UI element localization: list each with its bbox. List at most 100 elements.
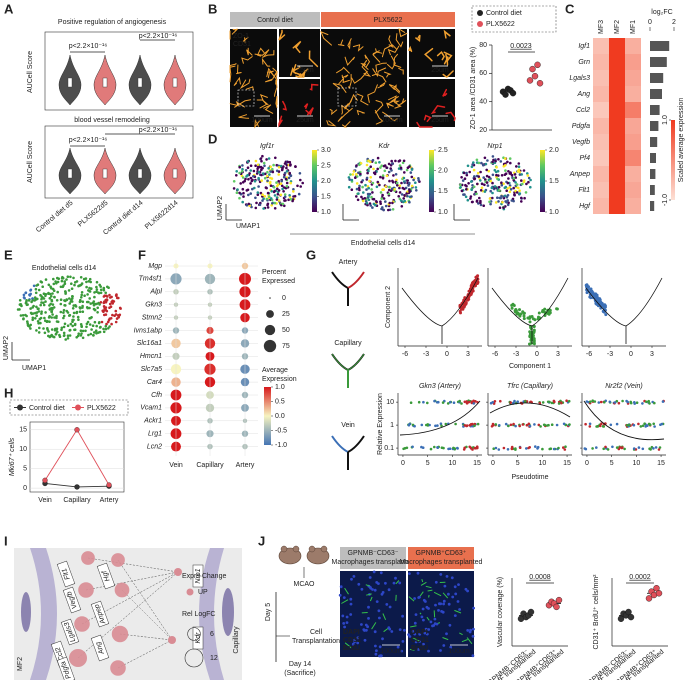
cell	[520, 196, 523, 200]
gene-label: Kdr	[379, 143, 391, 150]
cell	[354, 176, 357, 179]
cell	[530, 315, 534, 318]
label-box	[90, 634, 110, 662]
cell	[384, 200, 387, 203]
cell	[545, 424, 549, 427]
cell	[484, 178, 487, 181]
cell	[289, 174, 293, 177]
cell	[113, 314, 116, 318]
tick-label: 2.0	[321, 178, 331, 185]
heat-cell	[625, 38, 641, 54]
cell	[255, 201, 258, 205]
nucleus	[357, 582, 361, 586]
cell	[367, 198, 371, 202]
gene-label: Nrp1	[487, 143, 502, 150]
cell	[526, 172, 529, 175]
cell	[479, 203, 483, 207]
gene-label: Stmn2	[142, 314, 162, 321]
nucleus	[368, 576, 372, 579]
cell	[273, 194, 277, 197]
vessel	[246, 85, 254, 91]
cell	[381, 193, 384, 197]
nucleus	[418, 632, 422, 636]
cell	[64, 299, 67, 303]
x-tick-label: -3	[607, 351, 613, 358]
cell	[491, 173, 495, 177]
cell	[364, 183, 367, 187]
cell	[391, 180, 395, 184]
plot-frame	[44, 125, 194, 199]
cell	[415, 189, 418, 192]
scale-bar: 100um	[448, 648, 470, 655]
cell	[372, 167, 375, 171]
cell	[548, 400, 551, 404]
vessel	[395, 580, 400, 585]
heat-cell	[593, 150, 609, 166]
cell	[565, 399, 568, 403]
tick-label: 2.5	[321, 162, 331, 169]
cell	[491, 422, 495, 426]
cell	[465, 424, 469, 427]
cell	[471, 163, 474, 166]
label-box	[96, 562, 116, 590]
cell	[357, 171, 360, 175]
vessel	[344, 587, 349, 595]
cell	[439, 422, 443, 426]
cell	[506, 199, 510, 202]
trajectory	[585, 277, 663, 344]
nucleus	[378, 645, 382, 649]
cell	[381, 206, 384, 209]
nucleus	[434, 603, 437, 607]
cell	[245, 204, 249, 207]
cell	[74, 305, 78, 308]
cell	[476, 182, 479, 186]
legend-title: Percent	[262, 269, 286, 276]
gene-label: Pf4	[579, 155, 590, 162]
cell	[107, 286, 110, 290]
cell	[260, 179, 264, 182]
tick-label: 0	[648, 19, 652, 26]
cell	[86, 320, 90, 324]
cell	[375, 200, 379, 204]
cell	[555, 423, 559, 427]
cell	[270, 190, 274, 193]
cell	[632, 423, 636, 427]
cell	[40, 312, 43, 315]
cell	[368, 192, 372, 196]
gene-label: Ccl2	[576, 107, 590, 114]
vessel	[442, 88, 448, 97]
cell	[250, 205, 253, 209]
cell	[525, 447, 528, 450]
dot	[527, 608, 535, 616]
tick-label: 1.0	[438, 209, 448, 216]
heat-cell	[625, 182, 641, 198]
cell	[275, 169, 279, 173]
cell	[51, 303, 55, 306]
cell	[68, 334, 72, 337]
cell	[560, 401, 563, 405]
cell	[102, 310, 105, 314]
nucleus	[375, 600, 379, 603]
vessel	[282, 100, 288, 111]
vessel	[246, 47, 253, 56]
nucleus	[367, 617, 370, 620]
channel-label: CD31	[343, 637, 361, 644]
nucleus	[387, 588, 391, 592]
nucleus	[420, 615, 424, 619]
cell	[358, 184, 361, 188]
cell	[468, 170, 472, 174]
cell	[238, 196, 241, 200]
header-label: Macrophages transplanted	[400, 559, 483, 566]
cell	[493, 168, 497, 172]
cell	[249, 192, 252, 195]
mouse-ear	[320, 545, 328, 553]
cell	[380, 197, 384, 200]
cell	[268, 182, 272, 185]
cell	[548, 311, 552, 315]
cell	[412, 178, 415, 182]
cell	[65, 309, 69, 313]
legend-dot	[187, 627, 201, 641]
vessel	[381, 44, 398, 58]
cell	[603, 303, 607, 307]
nucleus	[352, 575, 356, 578]
